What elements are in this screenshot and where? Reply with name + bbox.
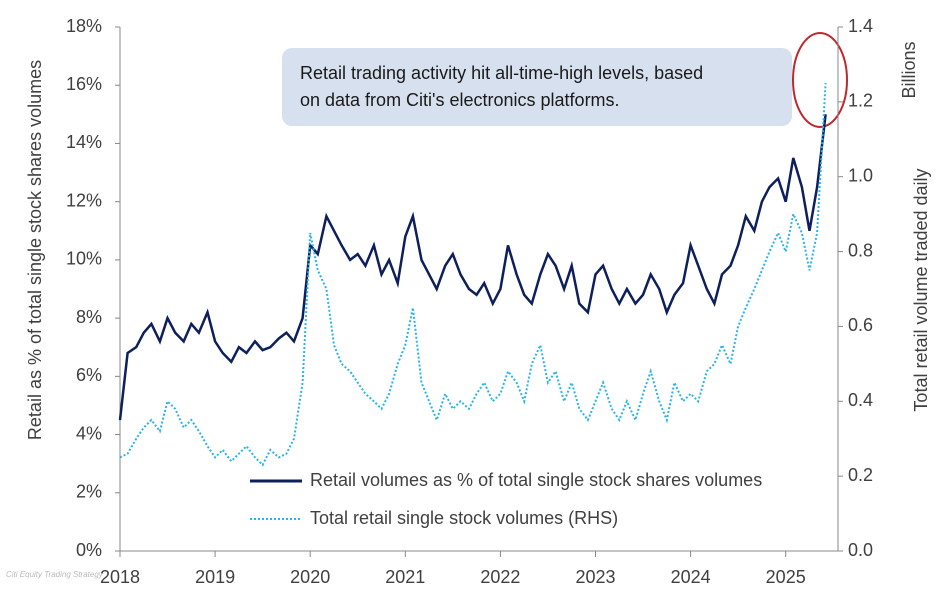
y2-tick-label: 0.8 [848,240,873,260]
annotation-box [282,48,792,126]
y2-tick-label: 1.4 [848,16,873,36]
y2-tick-label: 0.0 [848,540,873,560]
y-tick-label: 8% [76,307,102,327]
y-tick-label: 16% [66,74,102,94]
y2-tick-label: 0.2 [848,465,873,485]
y-tick-label: 12% [66,190,102,210]
x-tick-label: 2023 [575,567,615,587]
y-tick-label: 10% [66,249,102,269]
y-tick-label: 18% [66,16,102,36]
y2-axis-label: Total retail volume traded daily [911,168,931,411]
y2-tick-label: 1.2 [848,91,873,111]
legend-label: Total retail single stock volumes (RHS) [310,508,618,528]
x-tick-label: 2025 [766,567,806,587]
legend-label: Retail volumes as % of total single stoc… [310,470,762,490]
y-axis-label: Retail as % of total single stock shares… [25,60,45,440]
watermark: Citi Equity Trading Strategy [6,570,104,579]
x-tick-label: 2021 [385,567,425,587]
y2-tick-label: 1.0 [848,165,873,185]
y-tick-label: 6% [76,365,102,385]
y-tick-label: 14% [66,132,102,152]
series-line [119,83,827,467]
x-tick-label: 2018 [100,567,140,587]
series-line [118,114,827,421]
y-tick-label: 2% [76,482,102,502]
x-tick-label: 2020 [290,567,330,587]
x-tick-label: 2024 [671,567,711,587]
annotation: Retail trading activity hit all-time-hig… [300,63,703,83]
y2-tick-label: 0.4 [848,390,873,410]
y-tick-label: 4% [76,423,102,443]
y-tick-label: 0% [76,540,102,560]
annotation: on data from Citi's electronics platform… [300,90,620,110]
y2-unit: Billions [899,41,919,98]
x-tick-label: 2019 [195,567,235,587]
x-tick-label: 2022 [480,567,520,587]
highlight-ellipse [792,32,848,128]
y2-tick-label: 0.6 [848,315,873,335]
